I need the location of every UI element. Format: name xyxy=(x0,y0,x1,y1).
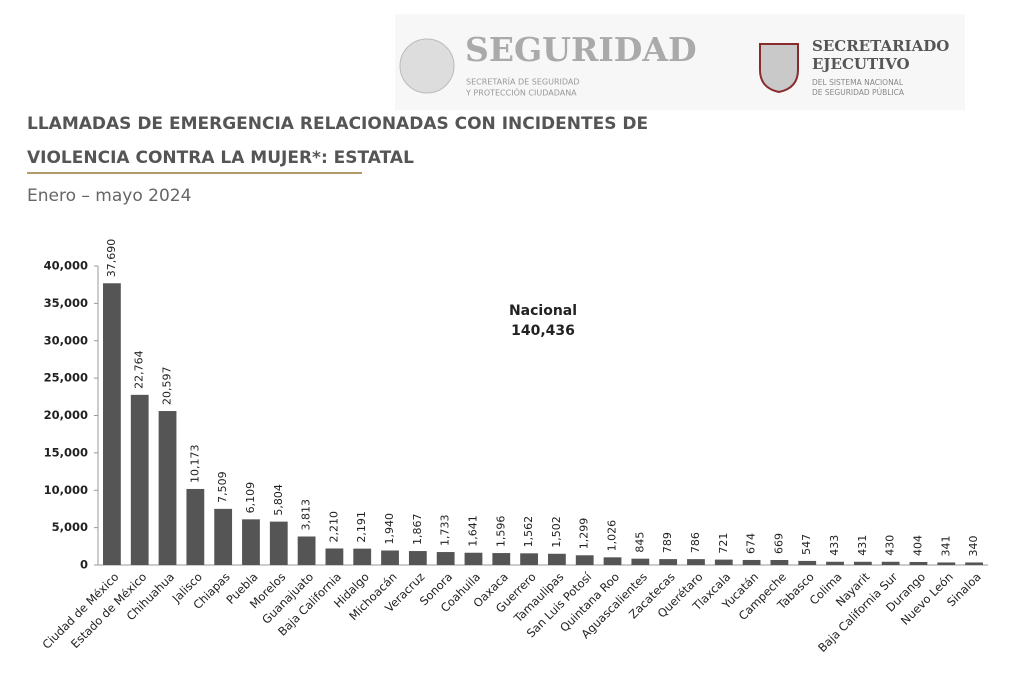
value-label: 7,509 xyxy=(216,471,229,503)
y-tick-label: 5,000 xyxy=(52,520,88,534)
bar xyxy=(186,488,205,565)
value-label: 1,733 xyxy=(439,515,452,547)
header-band xyxy=(395,14,965,110)
bar xyxy=(353,548,372,565)
bar xyxy=(575,555,594,565)
bar xyxy=(937,562,956,565)
bar xyxy=(853,561,872,565)
bar xyxy=(909,561,928,565)
y-tick-label: 0 xyxy=(80,558,88,572)
bar xyxy=(103,283,121,565)
y-tick-label: 40,000 xyxy=(44,259,88,273)
org-logo xyxy=(759,43,799,94)
org-sub: DE SEGURIDAD PÚBLICA xyxy=(812,88,905,97)
value-label: 20,597 xyxy=(161,367,174,406)
value-label: 2,210 xyxy=(327,511,340,543)
bar xyxy=(242,519,260,565)
value-label: 669 xyxy=(772,533,785,554)
bar xyxy=(548,553,566,565)
value-label: 22,764 xyxy=(133,350,146,389)
bar xyxy=(603,557,622,565)
value-label: 1,026 xyxy=(606,520,619,552)
value-label: 1,940 xyxy=(383,513,396,545)
bar xyxy=(436,552,455,565)
bar xyxy=(631,558,650,565)
org-sub: DEL SISTEMA NACIONAL xyxy=(812,78,904,87)
bar xyxy=(826,561,844,565)
org-name: EJECUTIVO xyxy=(812,55,910,73)
value-label: 404 xyxy=(911,535,924,556)
bar xyxy=(130,394,149,565)
value-label: 547 xyxy=(800,534,813,555)
org-name: SECRETARIADO xyxy=(812,37,949,55)
bar xyxy=(464,552,483,565)
value-label: 37,690 xyxy=(105,239,118,278)
value-label: 845 xyxy=(633,532,646,553)
value-label: 431 xyxy=(856,535,869,556)
total-name: Nacional xyxy=(509,303,577,319)
value-label: 1,596 xyxy=(494,516,507,548)
value-label: 1,299 xyxy=(578,518,591,550)
value-label: 2,191 xyxy=(355,511,368,543)
value-label: 786 xyxy=(689,532,702,553)
y-tick-label: 15,000 xyxy=(44,445,88,459)
bar xyxy=(881,561,900,565)
seal-logo xyxy=(399,38,455,94)
value-label: 1,641 xyxy=(466,515,479,547)
y-tick-label: 30,000 xyxy=(44,333,88,347)
value-label: 1,867 xyxy=(411,514,424,546)
value-label: 674 xyxy=(745,533,758,554)
value-label: 789 xyxy=(661,532,674,553)
chart-title: VIOLENCIA CONTRA LA MUJER*: ESTATAL xyxy=(27,148,414,168)
total-label: 140,436 xyxy=(511,323,575,339)
bar xyxy=(492,553,511,565)
bar xyxy=(687,559,705,565)
bar xyxy=(158,411,177,565)
bar xyxy=(297,536,316,565)
value-label: 1,562 xyxy=(522,516,535,548)
brand-sub: SECRETARÍA DE SEGURIDAD xyxy=(466,76,580,87)
y-tick-label: 35,000 xyxy=(44,296,88,310)
value-label: 433 xyxy=(828,535,841,556)
value-label: 340 xyxy=(967,535,980,556)
value-label: 10,173 xyxy=(188,444,201,483)
bar xyxy=(520,553,538,565)
value-label: 5,804 xyxy=(272,484,285,516)
bar xyxy=(965,562,983,565)
bar xyxy=(408,551,427,565)
bar xyxy=(714,559,733,565)
bar xyxy=(214,508,233,565)
y-tick-label: 25,000 xyxy=(44,371,88,385)
chart-subtitle: Enero – mayo 2024 xyxy=(27,186,191,206)
bar xyxy=(325,548,344,565)
brand-sub: Y PROTECCIÓN CIUDADANA xyxy=(465,87,577,98)
bar xyxy=(269,521,288,565)
value-label: 341 xyxy=(939,535,952,556)
value-label: 430 xyxy=(884,535,897,556)
bar xyxy=(659,559,678,565)
bar xyxy=(798,560,817,565)
value-label: 3,813 xyxy=(300,499,313,531)
y-tick-label: 20,000 xyxy=(44,408,88,422)
bar xyxy=(381,550,399,565)
value-label: 1,502 xyxy=(550,516,563,548)
brand: SEGURIDAD xyxy=(465,30,697,69)
value-label: 721 xyxy=(717,533,730,554)
value-label: 6,109 xyxy=(244,482,257,514)
y-tick-label: 10,000 xyxy=(44,483,88,497)
bar xyxy=(770,559,789,565)
bar xyxy=(742,559,761,565)
chart-title: LLAMADAS DE EMERGENCIA RELACIONADAS CON … xyxy=(27,114,648,134)
